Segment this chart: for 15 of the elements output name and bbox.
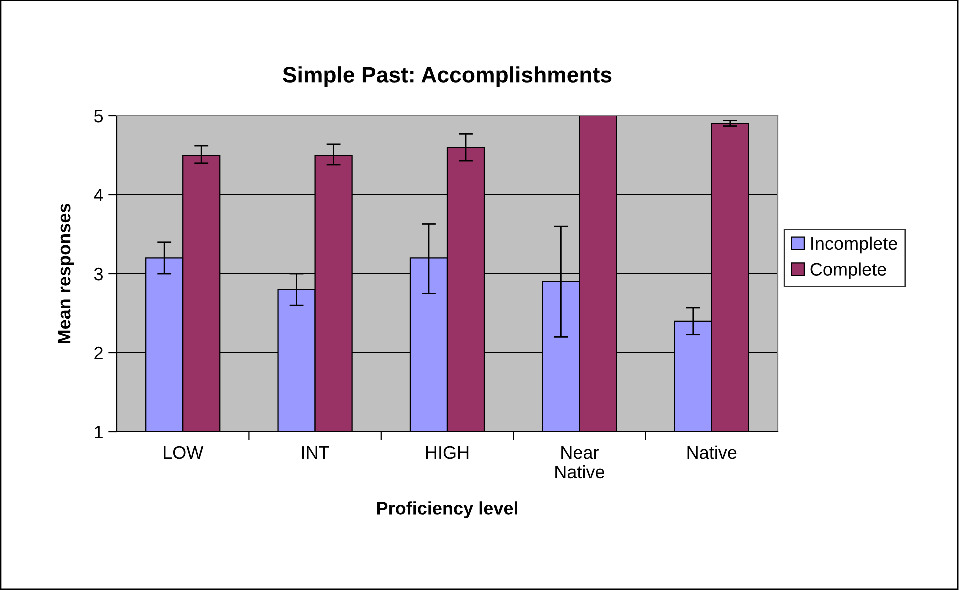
x-axis-title: Proficiency level xyxy=(377,502,518,518)
y-tick-label: 5 xyxy=(94,110,104,123)
x-tick-label: LOW xyxy=(164,446,204,460)
y-tick-label: 4 xyxy=(94,189,104,202)
y-tick-label: 1 xyxy=(95,426,103,439)
y-tick-label: 3 xyxy=(94,268,104,281)
x-tick-label: HIGH xyxy=(426,446,469,460)
legend-label: Complete xyxy=(810,262,886,280)
x-tick-label: Near Native xyxy=(556,446,604,479)
y-axis-title: Mean responses xyxy=(58,204,74,344)
legend-label: Incomplete xyxy=(812,236,898,254)
y-tick-label: 2 xyxy=(94,346,103,360)
x-tick-label: Native xyxy=(688,446,737,460)
chart-title: Simple Past: Accomplishments xyxy=(283,66,612,88)
x-tick-label: INT xyxy=(302,446,330,459)
